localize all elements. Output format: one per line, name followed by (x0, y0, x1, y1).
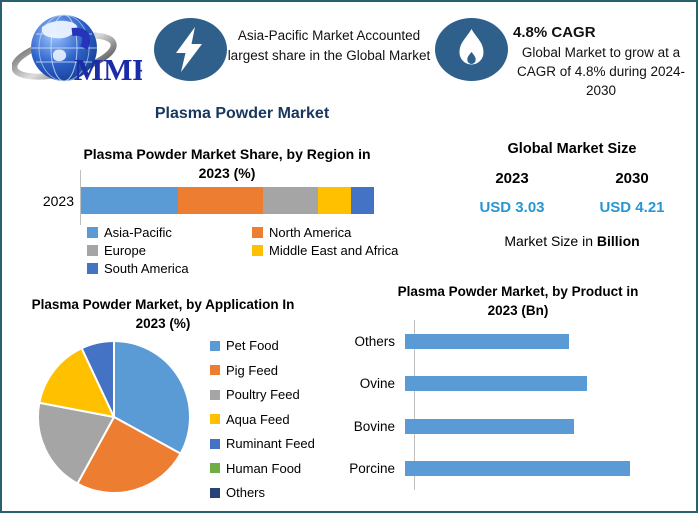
pie-slice-3 (38, 347, 115, 418)
mmr-globe-logo-graphic: MMR (11, 14, 156, 87)
product-bar-chart: Others Ovine Bovine Porcine (332, 320, 667, 490)
region-legend-item-2-label: Europe (104, 243, 146, 258)
application-legend-item-1-swatch (210, 365, 220, 375)
application-legend-item-6: Others (210, 485, 315, 500)
region-legend-item-0-label: Asia-Pacific (104, 225, 172, 240)
highlight-text: Asia-Pacific Market Accounted largest sh… (227, 28, 431, 64)
region-legend-item-3: Middle East and Africa (252, 243, 432, 258)
application-legend-item-0-label: Pet Food (226, 338, 279, 353)
application-legend-item-6-swatch (210, 487, 220, 498)
product-chart-axis (414, 320, 415, 490)
product-track-1 (405, 376, 667, 392)
product-bar-2 (405, 418, 574, 434)
pie-slice-4 (80, 341, 115, 418)
product-track-0 (405, 333, 667, 349)
region-chart-title: Plasma Powder Market Share, by Region in… (83, 146, 371, 181)
region-legend-item-0: Asia-Pacific (87, 225, 252, 240)
region-segment-0 (81, 187, 178, 214)
application-legend-item-6-label: Others (226, 485, 266, 500)
product-track-3 (405, 461, 667, 477)
mmr-globe-logo: MMR (11, 8, 156, 96)
pie-slice-0 (113, 341, 190, 455)
product-bar-0 (405, 333, 569, 349)
page-title: Plasma Powder Market (154, 105, 330, 122)
application-legend-item-0-swatch (210, 340, 220, 351)
region-legend-item-3-label: Middle East and Africa (269, 243, 399, 258)
value-end: USD 4.21 (599, 199, 665, 216)
region-legend-item-2: Europe (87, 243, 252, 258)
pie-slice-1 (76, 416, 182, 493)
application-legend-item-3-swatch (210, 414, 220, 424)
product-label-2: Bovine (353, 418, 395, 434)
product-row-0: Others (332, 333, 667, 349)
application-pie (38, 341, 190, 493)
global-market-size-years: 2023 2030 (452, 170, 692, 187)
application-legend-item-2-label: Poultry Feed (226, 387, 300, 402)
product-bar-1 (405, 376, 587, 392)
application-legend-item-3: Aqua Feed (210, 412, 315, 427)
region-stacked-bar (81, 187, 374, 214)
region-legend-item-4-swatch (87, 263, 98, 274)
region-legend-item-0-swatch (87, 227, 98, 238)
market-size-note-unit: Billion (596, 233, 640, 249)
market-size-note-prefix: Market Size in (504, 233, 597, 249)
global-market-size-values: USD 3.03 USD 4.21 (452, 199, 692, 216)
region-chart-year-label: 2023 (42, 193, 74, 209)
cagr-title: 4.8% CAGR (513, 24, 596, 41)
application-legend-item-5-label: Human Food (226, 460, 302, 476)
region-segment-2 (262, 187, 319, 214)
cagr-badge (435, 18, 508, 81)
product-row-1: Ovine (332, 376, 667, 392)
pie-slice-2 (38, 401, 115, 485)
value-start: USD 3.03 (479, 199, 545, 216)
product-label-1: Ovine (359, 376, 395, 392)
application-chart-title: Plasma Powder Market, by Application In … (31, 297, 295, 331)
logo-text: MMR (74, 52, 142, 87)
lightning-icon (154, 18, 227, 81)
cagr-text: Global Market to grow at a CAGR of 4.8% … (516, 45, 686, 98)
year-start: 2023 (495, 170, 529, 187)
region-legend-item-2-swatch (87, 245, 98, 256)
region-segment-4 (350, 187, 374, 214)
application-legend-item-1-label: Pig Feed (226, 362, 279, 378)
region-legend-item-3-swatch (252, 245, 263, 256)
year-end: 2030 (615, 170, 649, 187)
application-legend-item-4: Ruminant Feed (210, 436, 315, 451)
region-segment-1 (177, 187, 263, 214)
product-label-3: Porcine (349, 461, 395, 477)
market-size-note: Market Size in Billion (452, 233, 692, 249)
region-legend: Asia-Pacific North America Europe Middle Ea… (87, 225, 432, 276)
global-market-size-title: Global Market Size (507, 141, 637, 157)
application-legend-item-5-swatch (210, 463, 220, 473)
cagr-block: 4.8% CAGR Global Market to grow at a CAG… (505, 24, 696, 101)
region-legend-item-1-swatch (252, 227, 263, 238)
application-legend-item-2: Poultry Feed (210, 387, 315, 402)
application-legend-item-5: Human Food (210, 461, 315, 476)
region-segment-3 (318, 187, 351, 214)
product-track-2 (405, 418, 667, 434)
application-legend-item-0: Pet Food (210, 338, 315, 353)
product-chart-title: Plasma Powder Market, by Product in 2023… (397, 284, 639, 318)
region-legend-item-4: South America (87, 261, 252, 276)
application-legend-item-2-swatch (210, 389, 220, 400)
product-row-2: Bovine (332, 418, 667, 434)
product-row-3: Porcine (332, 461, 667, 477)
flame-icon (435, 18, 508, 81)
region-legend-item-1: North America (252, 225, 432, 240)
product-bar-3 (405, 461, 630, 477)
product-label-0: Others (354, 333, 395, 349)
application-legend-item-1: Pig Feed (210, 363, 315, 378)
region-legend-item-4-label: South America (104, 261, 189, 276)
region-legend-item-1-label: North America (269, 225, 352, 240)
application-legend-item-4-label: Ruminant Feed (226, 436, 315, 451)
highlight-badge (154, 18, 227, 81)
application-legend: Pet Food Pig Feed Poultry Feed Aqua Feed Rum… (210, 338, 315, 510)
application-legend-item-3-label: Aqua Feed (226, 411, 290, 427)
application-legend-item-4-swatch (210, 438, 220, 449)
region-chart-axis (80, 170, 81, 225)
